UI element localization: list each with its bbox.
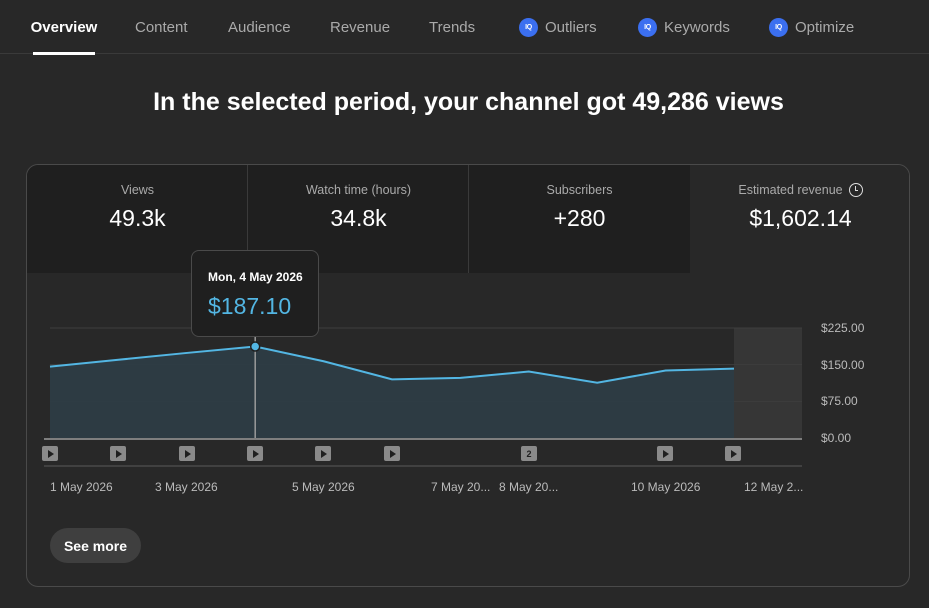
video-marker[interactable] — [725, 446, 741, 461]
metric-subscribers[interactable]: Subscribers +280 — [469, 165, 690, 273]
video-marker[interactable] — [384, 446, 400, 461]
video-group-marker[interactable]: 2 — [521, 446, 537, 461]
tab-outliers[interactable]: IQ Outliers — [519, 0, 597, 54]
play-icon — [321, 449, 327, 458]
play-icon — [185, 449, 191, 458]
y-tick-label: $75.00 — [821, 394, 858, 408]
tab-bar: Overview Content Audience Revenue Trends… — [0, 0, 929, 55]
vidiq-icon: IQ — [769, 17, 788, 37]
video-marker[interactable] — [42, 446, 58, 461]
video-marker[interactable] — [657, 446, 673, 461]
play-icon — [731, 449, 737, 458]
video-marker[interactable] — [315, 446, 331, 461]
clock-icon[interactable] — [848, 183, 863, 197]
tab-keywords-label: Keywords — [664, 18, 730, 36]
metric-subscribers-label: Subscribers — [546, 183, 613, 197]
chart-tooltip: Mon, 4 May 2026 $187.10 — [191, 250, 319, 337]
metric-divider — [247, 165, 248, 273]
tab-trends[interactable]: Trends — [429, 0, 475, 54]
tab-overview-label: Overview — [30, 18, 98, 36]
x-tick-label: 3 May 2026 — [155, 480, 218, 494]
video-marker[interactable] — [179, 446, 195, 461]
metric-divider — [468, 165, 469, 273]
tab-revenue-label: Revenue — [330, 18, 391, 36]
tab-outliers-label: Outliers — [545, 18, 597, 36]
play-icon — [48, 449, 54, 458]
x-tick-label: 10 May 2026 — [631, 480, 701, 494]
tab-audience[interactable]: Audience — [228, 0, 291, 54]
tab-trends-label: Trends — [429, 18, 476, 36]
tab-audience-label: Audience — [228, 18, 291, 36]
tab-content[interactable]: Content — [135, 0, 188, 54]
metric-watch-time-label: Watch time (hours) — [305, 183, 412, 197]
play-icon — [253, 449, 259, 458]
metric-estimated-revenue[interactable]: Estimated revenue $1,602.14 — [690, 165, 909, 273]
play-icon — [663, 449, 669, 458]
highlighted-point — [249, 341, 261, 352]
tab-overview[interactable]: Overview — [30, 0, 98, 55]
metric-subscribers-value: +280 — [553, 205, 606, 231]
metric-watch-time-value: 34.8k — [330, 205, 387, 231]
tab-optimize-label: Optimize — [795, 18, 855, 36]
video-marker[interactable] — [247, 446, 263, 461]
y-tick-label: $150.00 — [821, 358, 865, 372]
x-tick-label: 12 May 2... — [744, 480, 804, 494]
metric-views-value: 49.3k — [109, 205, 166, 231]
metric-watch-time[interactable]: Watch time (hours) 34.8k — [248, 165, 469, 273]
metric-revenue-value: $1,602.14 — [749, 205, 852, 231]
metric-revenue-label-row: Estimated revenue — [690, 183, 909, 197]
metric-views-label: Views — [120, 183, 155, 197]
metric-revenue-label: Estimated revenue — [738, 183, 843, 197]
y-tick-label: $225.00 — [821, 321, 865, 335]
tab-revenue[interactable]: Revenue — [330, 0, 390, 54]
x-tick-label: 8 May 20... — [499, 480, 559, 494]
see-more-button[interactable]: See more — [50, 528, 141, 563]
tab-optimize[interactable]: IQ Optimize — [769, 0, 854, 54]
tab-keywords[interactable]: IQ Keywords — [638, 0, 730, 54]
vidiq-icon: IQ — [638, 17, 657, 37]
play-icon — [116, 449, 122, 458]
page-headline: In the selected period, your channel got… — [153, 88, 784, 116]
tab-content-label: Content — [135, 18, 188, 36]
y-tick-label: $0.00 — [821, 431, 852, 445]
series-line — [49, 345, 735, 384]
play-icon — [390, 449, 396, 458]
projected-region — [734, 328, 802, 438]
video-marker[interactable] — [110, 446, 126, 461]
tooltip-date: Mon, 4 May 2026 — [208, 270, 303, 284]
video-group-count: 2 — [526, 448, 532, 459]
vidiq-icon: IQ — [519, 17, 538, 37]
x-tick-label: 7 May 20... — [431, 480, 491, 494]
x-tick-label: 5 May 2026 — [292, 480, 355, 494]
x-tick-label: 1 May 2026 — [50, 480, 113, 494]
series-area — [50, 346, 734, 438]
tooltip-value: $187.10 — [208, 293, 292, 319]
